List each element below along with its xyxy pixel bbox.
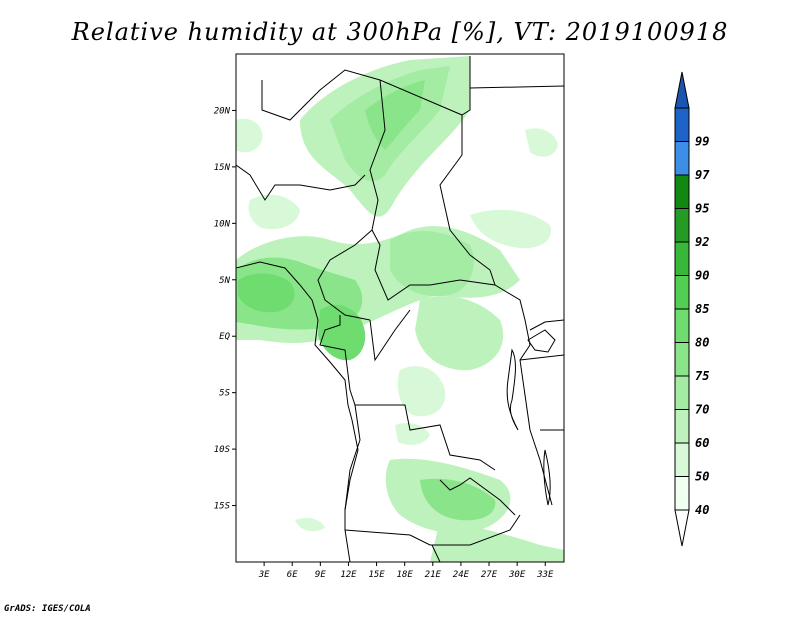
border-line (529, 319, 564, 331)
border-line (344, 514, 521, 546)
border-line (374, 244, 526, 321)
moist-region (318, 304, 366, 361)
latitude-axis: 20N 15N 10N 5N EQ 5S 10S 15S (214, 106, 236, 512)
colorbar-label: 70 (695, 403, 709, 417)
moist-region (248, 194, 300, 230)
moist-region (397, 366, 446, 417)
moist-region (430, 520, 564, 562)
colorbar-label: 90 (695, 269, 709, 283)
border-line (461, 56, 471, 116)
coastline (236, 261, 359, 562)
border-line (369, 309, 411, 362)
country-borders (236, 56, 564, 562)
border-line (261, 69, 381, 121)
lon-tick-label: 12E (340, 570, 357, 580)
colorbar-swatch (674, 107, 690, 142)
moist-region (238, 273, 295, 313)
border-line (369, 79, 386, 246)
lake (527, 329, 556, 353)
lon-tick-label: 6E (287, 570, 298, 580)
humidity-shading (236, 56, 564, 562)
border-line (519, 319, 531, 431)
colorbar-label: 99 (695, 135, 709, 149)
lake (543, 449, 551, 506)
lat-tick-label: 5N (219, 276, 230, 286)
colorbar-label: 75 (695, 369, 709, 383)
moist-region (420, 478, 496, 521)
moist-region (395, 423, 430, 446)
colorbar-swatch (674, 342, 690, 377)
moist-region (525, 128, 558, 157)
colorbar-swatch (674, 241, 690, 276)
colorbar-swatch (674, 275, 690, 310)
colorbar-top-arrow (674, 71, 690, 109)
border-line (344, 404, 361, 511)
map-title: Relative humidity at 300hPa [%], VT: 201… (71, 18, 729, 46)
lon-tick-label: 27E (481, 570, 498, 580)
credit-label: GrADS: IGES/COLA (4, 604, 91, 614)
border-line (519, 354, 564, 361)
lat-tick-label: 10S (214, 445, 231, 455)
colorbar-swatch (674, 174, 690, 209)
colorbar-label: 95 (695, 202, 709, 216)
lon-tick-label: 24E (453, 570, 470, 580)
lat-tick-label: 5S (219, 389, 230, 399)
lake (506, 348, 519, 431)
colorbar-label: 97 (695, 168, 710, 182)
border-line (431, 544, 441, 562)
lon-tick-label: 30E (508, 570, 526, 580)
lat-tick-label: EQ (219, 332, 230, 342)
colorbar-label: 80 (695, 336, 709, 350)
lon-tick-label: 18E (397, 570, 414, 580)
colorbar-bottom-arrow (674, 509, 690, 547)
colorbar-swatch (674, 375, 690, 410)
colorbar-label: 92 (695, 235, 709, 249)
lon-tick-label: 15E (368, 570, 385, 580)
colorbar-label: 85 (695, 302, 709, 316)
colorbar-swatch (674, 442, 690, 477)
moist-region (470, 209, 551, 249)
lon-tick-label: 21E (425, 570, 442, 580)
border-line (236, 164, 366, 201)
colorbar-swatch (674, 141, 690, 176)
moist-region (365, 80, 425, 150)
border-line (439, 477, 516, 516)
lon-tick-label: 3E (258, 570, 270, 580)
map-frame (235, 53, 565, 563)
lat-tick-label: 10N (214, 219, 231, 229)
colorbar-label: 40 (695, 503, 709, 517)
moist-region (415, 296, 504, 371)
border-line (349, 389, 496, 471)
moist-region (236, 118, 263, 153)
moist-region (390, 230, 474, 297)
lon-tick-label: 9E (315, 570, 326, 580)
colorbar-swatch (674, 308, 690, 343)
border-line (319, 315, 351, 391)
colorbar-swatch (674, 476, 690, 511)
lat-tick-label: 20N (214, 106, 231, 116)
colorbar-swatch (674, 409, 690, 444)
border-line (469, 85, 564, 89)
colorbar-label: 50 (695, 470, 709, 484)
colorbar: 40 50 60 70 75 80 85 90 92 95 97 99 (674, 71, 710, 547)
lat-tick-label: 15S (214, 502, 231, 512)
colorbar-label: 60 (695, 436, 709, 450)
lat-tick-label: 15N (214, 163, 231, 173)
moist-region (295, 517, 325, 532)
colorbar-swatch (674, 208, 690, 243)
border-line (379, 79, 496, 286)
border-line (317, 229, 373, 321)
longitude-axis: 3E 6E 9E 12E 15E 18E 21E 24E 27E 30E 33E (258, 562, 554, 580)
lon-tick-label: 33E (536, 570, 554, 580)
